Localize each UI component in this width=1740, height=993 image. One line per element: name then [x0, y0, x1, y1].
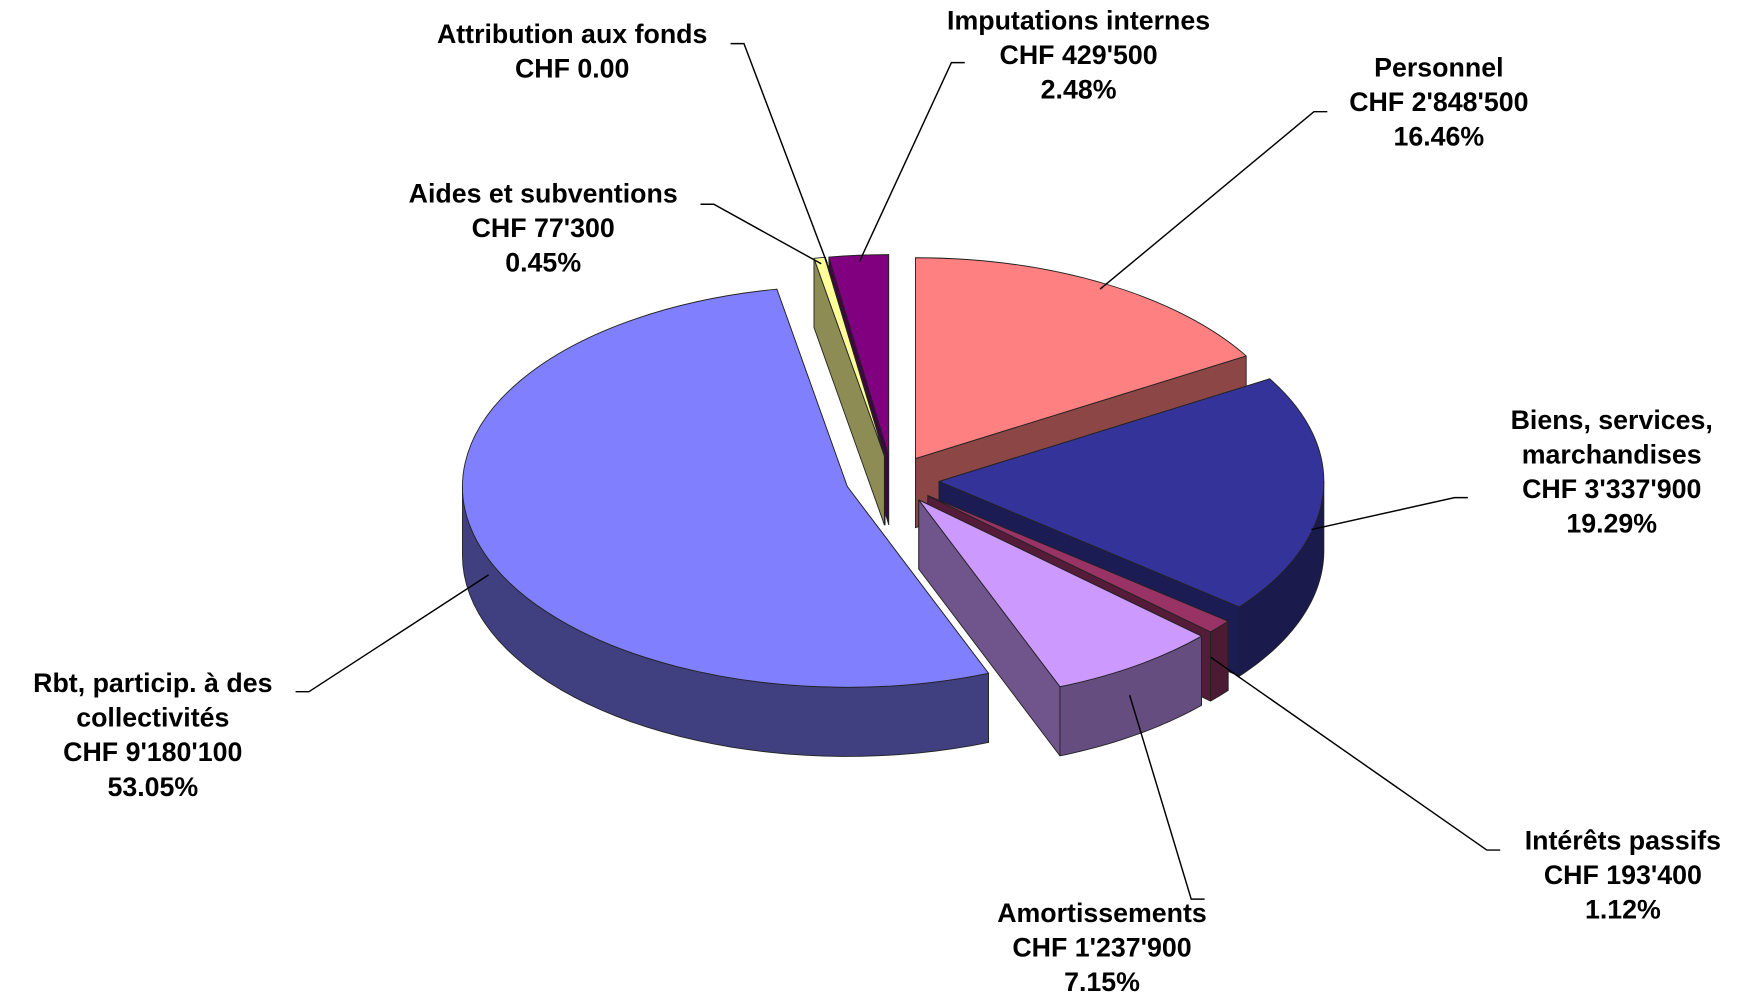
label-line: 1.12% [1585, 894, 1661, 924]
label-line: CHF 9'180'100 [63, 737, 242, 767]
label-line: Rbt, particip. à des [33, 668, 272, 698]
label-line: CHF 0.00 [515, 53, 629, 83]
label-line: 7.15% [1064, 967, 1140, 993]
leader-line [730, 42, 828, 264]
label-line: CHF 429'500 [1000, 40, 1158, 70]
label-line: marchandises [1522, 439, 1702, 469]
label-line: 16.46% [1393, 122, 1484, 152]
label-line: CHF 1'237'900 [1012, 932, 1191, 962]
leader-line [1128, 694, 1205, 900]
data-label: Imputations internes CHF 429'500 2.48% [947, 6, 1210, 105]
data-label: Biens, services, marchandises CHF 3'337'90… [1511, 405, 1713, 539]
label-line: Imputations internes [947, 6, 1210, 36]
data-label: Intérêts passifs CHF 193'400 1.12% [1525, 825, 1721, 924]
label-line: Aides et subventions [409, 178, 678, 208]
data-label: Rbt, particip. à des collectivités CHF 9'1… [33, 668, 272, 802]
slice [462, 288, 989, 688]
label-line: Biens, services, [1511, 405, 1713, 435]
label-line: Amortissements [997, 898, 1207, 928]
label-line: Intérêts passifs [1525, 825, 1721, 855]
label-line: 19.29% [1566, 509, 1657, 539]
slice [927, 495, 1229, 633]
label-line: CHF 193'400 [1544, 860, 1702, 890]
label-line: CHF 77'300 [472, 213, 615, 243]
data-label: Personnel CHF 2'848'500 16.46% [1349, 52, 1528, 151]
data-label: Attribution aux fonds CHF 0.00 [437, 19, 707, 84]
label-line: CHF 2'848'500 [1349, 87, 1528, 117]
slice [918, 499, 1202, 688]
leader-line [295, 574, 489, 693]
leader-line [700, 203, 822, 265]
label-line: Personnel [1374, 52, 1503, 82]
leader-line [858, 61, 965, 262]
slice [938, 378, 1325, 608]
slice-side [1210, 620, 1229, 702]
label-line: 2.48% [1041, 75, 1117, 105]
label-line: 53.05% [107, 772, 198, 802]
data-label: Amortissements CHF 1'237'900 7.15% [997, 898, 1207, 993]
label-line: Attribution aux fonds [437, 19, 707, 49]
label-line: CHF 3'337'900 [1522, 474, 1701, 504]
data-label: Aides et subventions CHF 77'300 0.45% [409, 178, 678, 277]
label-line: 0.45% [505, 248, 581, 278]
leader-line [1311, 496, 1468, 531]
slice [828, 254, 890, 456]
leader-line [1099, 110, 1328, 290]
leader-line [1210, 656, 1501, 851]
label-line: collectivités [76, 703, 229, 733]
